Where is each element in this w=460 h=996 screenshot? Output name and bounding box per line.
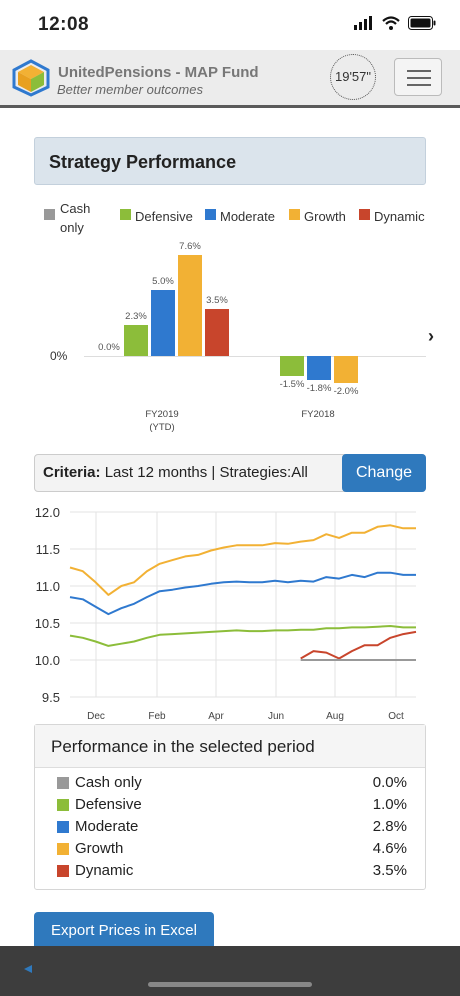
x-tick-label: Feb <box>148 711 166 722</box>
performance-row: Moderate 2.8% <box>57 817 407 839</box>
performance-name: Moderate <box>75 818 139 835</box>
category-label-fy2018: FY2018 <box>301 409 335 420</box>
performance-value: 2.8% <box>372 818 407 835</box>
legend-growth[interactable]: Growth <box>304 209 346 224</box>
series-line-growth <box>69 524 416 596</box>
performance-value: 0.0% <box>372 774 407 791</box>
performance-row: Defensive 1.0% <box>57 795 407 817</box>
legend-swatch-dynamic <box>359 209 370 220</box>
app-header: UnitedPensions - MAP Fund Better member … <box>0 50 460 108</box>
category-label-fy2019: FY2019 (YTD) <box>145 409 179 433</box>
y-tick-label: 11.0 <box>36 579 60 594</box>
performance-row: Growth 4.6% <box>57 839 407 861</box>
bar-growth-1 <box>334 356 358 383</box>
session-timer: 19'57" <box>330 54 376 100</box>
hamburger-icon <box>407 70 431 72</box>
browser-bottom-bar <box>0 946 460 996</box>
swatch-moderate <box>57 821 69 833</box>
bar-moderate-1 <box>307 356 331 380</box>
performance-name: Growth <box>75 840 124 857</box>
y-tick-label: 10.0 <box>35 653 60 668</box>
performance-heading: Performance in the selected period <box>35 725 425 768</box>
export-excel-button[interactable]: Export Prices in Excel <box>34 912 214 950</box>
series-line-defensive <box>69 625 416 647</box>
bar-label-growth-0: 7.6% <box>179 240 201 252</box>
menu-button[interactable] <box>394 58 442 96</box>
performance-row: Cash only 0.0% <box>57 773 407 795</box>
line-chart: 12.0 11.5 11.0 10.5 10.0 9.5 Dec Feb Apr Jun Aug Oc… <box>35 505 417 722</box>
performance-value: 1.0% <box>372 796 407 813</box>
hamburger-icon <box>407 84 431 86</box>
legend-swatch-moderate <box>205 209 216 220</box>
x-tick-label: Apr <box>208 711 224 722</box>
bar-defensive-0 <box>124 325 148 356</box>
legend-dynamic[interactable]: Dynamic <box>374 209 425 224</box>
bar-label-defensive-1: -1.5% <box>279 378 305 390</box>
signal-icon <box>354 16 374 35</box>
legend-moderate[interactable]: Moderate <box>220 209 275 224</box>
performance-value: 3.5% <box>372 862 407 879</box>
y-tick-label: 9.5 <box>42 690 60 705</box>
y-tick-label: 12.0 <box>35 505 60 520</box>
performance-value: 4.6% <box>372 840 407 857</box>
change-button[interactable]: Change <box>342 454 426 492</box>
criteria-value: Last 12 months | Strategies:All <box>104 464 308 481</box>
zero-axis-label: 0% <box>50 349 68 363</box>
swatch-cash <box>57 777 69 789</box>
bar-label-growth-1: -2.0% <box>333 385 359 397</box>
criteria-label: Criteria: <box>43 464 101 481</box>
swatch-dynamic <box>57 865 69 877</box>
y-tick-label: 10.5 <box>35 616 60 631</box>
bar-growth-0 <box>178 254 202 356</box>
x-tick-label: Jun <box>268 711 284 722</box>
bar-defensive-1 <box>280 356 304 376</box>
back-arrow-icon[interactable] <box>24 965 32 973</box>
performance-name: Defensive <box>75 796 142 813</box>
bar-label-cash-0: 0.0% <box>98 342 120 353</box>
legend-swatch-defensive <box>120 209 131 220</box>
legend-swatch-growth <box>289 209 300 220</box>
bar-dynamic-0 <box>205 309 229 356</box>
performance-name: Dynamic <box>75 862 134 879</box>
bar-label-dynamic-0: 3.5% <box>206 295 228 307</box>
series-line-moderate <box>69 571 416 616</box>
bar-label-defensive-0: 2.3% <box>125 311 147 323</box>
bar-label-moderate-0: 5.0% <box>152 275 174 287</box>
performance-name: Cash only <box>75 774 142 791</box>
home-indicator <box>148 982 312 987</box>
chevron-right-icon[interactable]: › <box>428 326 434 346</box>
legend-defensive[interactable]: Defensive <box>135 209 193 224</box>
bar-moderate-0 <box>151 289 175 356</box>
swatch-growth <box>57 843 69 855</box>
x-tick-label: Dec <box>87 711 105 722</box>
legend-cash-only[interactable]: Cash only <box>60 201 91 235</box>
x-tick-label: Oct <box>388 711 404 722</box>
strategy-panel-heading: Strategy Performance <box>34 137 426 185</box>
status-icons <box>354 16 436 35</box>
performance-card: Performance in the selected period Cash … <box>34 724 426 890</box>
swatch-defensive <box>57 799 69 811</box>
hamburger-icon <box>407 77 431 79</box>
brand-title: UnitedPensions - MAP Fund <box>58 64 259 81</box>
battery-icon <box>408 16 436 35</box>
status-bar: 12:08 <box>0 0 460 50</box>
x-tick-label: Aug <box>326 711 344 722</box>
wifi-icon <box>382 16 400 35</box>
performance-row: Dynamic 3.5% <box>57 861 407 883</box>
legend-swatch-cash <box>44 209 55 220</box>
brand-subtitle: Better member outcomes <box>57 82 203 97</box>
zero-axis-line <box>84 356 426 357</box>
bar-label-moderate-1: -1.8% <box>306 382 332 394</box>
series-line-dynamic <box>300 630 417 660</box>
strategy-title: Strategy Performance <box>49 152 237 172</box>
y-tick-label: 11.5 <box>36 542 60 557</box>
criteria-text: Criteria: Last 12 months | Strategies:Al… <box>43 464 308 481</box>
performance-title: Performance in the selected period <box>51 737 315 756</box>
logo-icon <box>10 59 52 102</box>
status-time: 12:08 <box>38 14 90 35</box>
